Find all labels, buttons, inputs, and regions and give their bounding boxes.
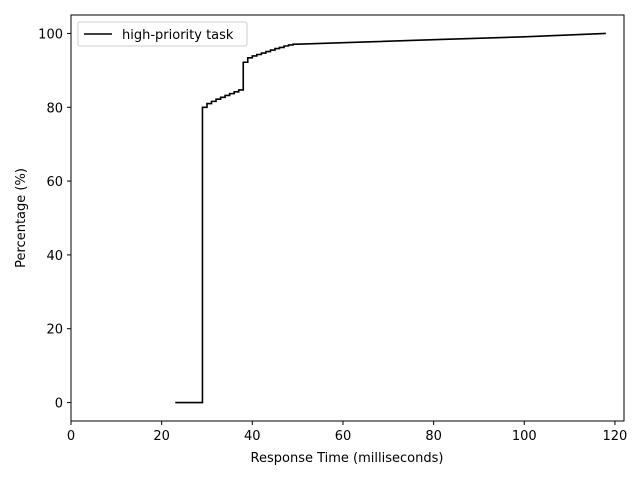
y-tick-label: 20 — [46, 323, 63, 338]
x-tick-label: 40 — [244, 429, 261, 444]
x-axis-ticks: 0 20 40 60 80 100 120 — [67, 421, 627, 444]
x-tick-label: 100 — [512, 429, 537, 444]
y-axis-ticks: 0 20 40 60 80 100 — [38, 27, 71, 412]
x-tick-label: 0 — [67, 429, 75, 444]
x-tick-label: 60 — [335, 429, 352, 444]
y-tick-label: 40 — [46, 249, 63, 264]
legend-label: high-priority task — [122, 28, 234, 43]
y-axis-label: Percentage (%) — [14, 168, 29, 268]
y-tick-label: 100 — [38, 27, 63, 42]
x-tick-label: 80 — [425, 429, 442, 444]
plot-background — [71, 15, 624, 421]
plot-frame — [70, 14, 625, 422]
legend-box — [77, 21, 248, 47]
y-tick-label: 60 — [46, 175, 63, 190]
series-line-high-priority-task — [175, 32, 606, 404]
x-tick-label: 20 — [153, 429, 170, 444]
x-axis-label: Response Time (milliseconds) — [251, 451, 444, 466]
y-tick-label: 80 — [46, 101, 63, 116]
series-layer — [175, 32, 606, 404]
y-tick-label: 0 — [55, 397, 63, 412]
legend: high-priority task — [77, 21, 248, 47]
x-tick-label: 120 — [603, 429, 628, 444]
